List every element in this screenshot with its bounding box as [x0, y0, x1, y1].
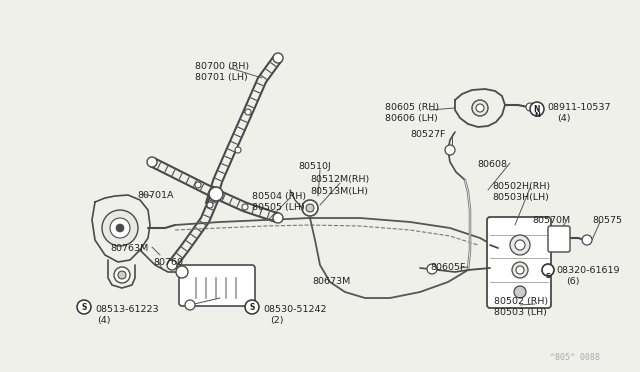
Circle shape	[526, 103, 534, 111]
Circle shape	[530, 102, 544, 116]
Circle shape	[77, 300, 91, 314]
Text: 80512M(RH): 80512M(RH)	[310, 175, 369, 184]
Text: 80527F: 80527F	[410, 130, 445, 139]
Text: 80502 (RH): 80502 (RH)	[494, 297, 548, 306]
Text: N: N	[534, 106, 540, 115]
Circle shape	[167, 260, 177, 270]
Text: ^805^ 0088: ^805^ 0088	[550, 353, 600, 362]
Text: 80510J: 80510J	[298, 162, 331, 171]
Circle shape	[273, 53, 283, 63]
Text: 80673M: 80673M	[312, 277, 350, 286]
Circle shape	[531, 103, 543, 115]
Text: S: S	[81, 304, 86, 312]
Circle shape	[512, 262, 528, 278]
Circle shape	[195, 182, 201, 188]
Text: 80505 (LH): 80505 (LH)	[252, 203, 305, 212]
Circle shape	[273, 213, 283, 223]
Text: 08513-61223: 08513-61223	[95, 305, 159, 314]
Text: (2): (2)	[270, 316, 284, 325]
Text: 80608: 80608	[477, 160, 507, 169]
Text: 80605F: 80605F	[430, 263, 465, 272]
FancyBboxPatch shape	[548, 226, 570, 252]
Circle shape	[245, 109, 251, 115]
Text: 80606 (LH): 80606 (LH)	[385, 114, 438, 123]
Text: (6): (6)	[566, 277, 579, 286]
Circle shape	[185, 300, 195, 310]
Text: N: N	[534, 112, 540, 118]
Circle shape	[472, 100, 488, 116]
Circle shape	[207, 202, 213, 208]
Circle shape	[302, 200, 318, 216]
Circle shape	[510, 235, 530, 255]
Circle shape	[209, 187, 223, 201]
Circle shape	[235, 147, 241, 153]
Text: 80504 (RH): 80504 (RH)	[252, 192, 306, 201]
Circle shape	[116, 224, 124, 232]
Circle shape	[516, 266, 524, 274]
Circle shape	[242, 204, 248, 210]
Text: 80570M: 80570M	[532, 216, 570, 225]
Circle shape	[542, 264, 554, 276]
Text: 08530-51242: 08530-51242	[263, 305, 326, 314]
Circle shape	[306, 204, 314, 212]
Text: S: S	[250, 304, 255, 312]
Circle shape	[476, 104, 484, 112]
Circle shape	[176, 266, 188, 278]
Circle shape	[514, 286, 526, 298]
Circle shape	[118, 271, 126, 279]
Text: (4): (4)	[97, 316, 111, 325]
Text: 80701A: 80701A	[137, 191, 173, 200]
Text: 08911-10537: 08911-10537	[547, 103, 611, 112]
Circle shape	[147, 157, 157, 167]
Text: 80701 (LH): 80701 (LH)	[195, 73, 248, 82]
Circle shape	[445, 145, 455, 155]
FancyBboxPatch shape	[487, 217, 551, 308]
Text: 80605 (RH): 80605 (RH)	[385, 103, 439, 112]
Circle shape	[110, 218, 130, 238]
Circle shape	[114, 267, 130, 283]
Circle shape	[102, 210, 138, 246]
Circle shape	[582, 235, 592, 245]
FancyBboxPatch shape	[179, 265, 255, 306]
Text: 08320-61619: 08320-61619	[556, 266, 620, 275]
Text: 80513M(LH): 80513M(LH)	[310, 187, 368, 196]
Text: 80503H(LH): 80503H(LH)	[492, 193, 549, 202]
Circle shape	[515, 240, 525, 250]
Text: 80760: 80760	[153, 258, 183, 267]
Text: 80700 (RH): 80700 (RH)	[195, 62, 249, 71]
Text: 80763M: 80763M	[110, 244, 148, 253]
Text: 80575: 80575	[592, 216, 622, 225]
Text: 80502H(RH): 80502H(RH)	[492, 182, 550, 191]
Text: 80503 (LH): 80503 (LH)	[494, 308, 547, 317]
Text: (4): (4)	[557, 114, 570, 123]
Circle shape	[245, 300, 259, 314]
Circle shape	[427, 264, 437, 274]
Text: S: S	[545, 273, 550, 279]
